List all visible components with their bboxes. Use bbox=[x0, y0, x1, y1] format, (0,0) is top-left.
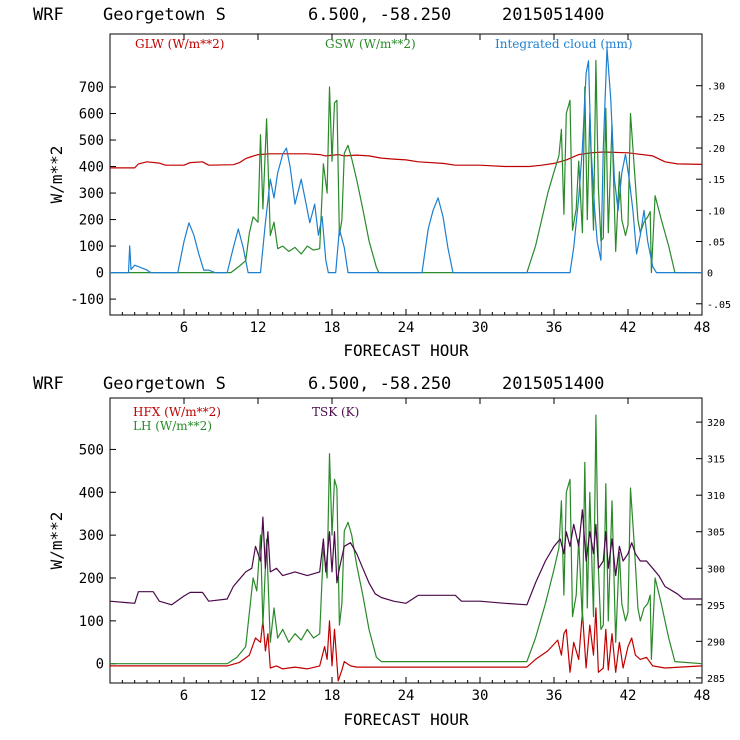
series-line-gsw bbox=[110, 59, 702, 274]
y2-tick-label: .20 bbox=[707, 144, 725, 155]
x-tick-label: 12 bbox=[250, 688, 267, 704]
y-axis-label: W/m**2 bbox=[47, 512, 66, 570]
legend-entry: LH (W/m**2) bbox=[133, 419, 212, 433]
y-axis-label: W/m**2 bbox=[47, 146, 66, 204]
y2-tick-label: 315 bbox=[707, 455, 725, 466]
header-coords: 6.500, -58.250 bbox=[308, 374, 451, 394]
legend-entry: TSK (K) bbox=[312, 405, 359, 419]
y-tick-label: 100 bbox=[79, 614, 104, 630]
y2-tick-label: .05 bbox=[707, 237, 725, 248]
x-tick-label: 12 bbox=[250, 320, 267, 336]
legend-entry: HFX (W/m**2) bbox=[133, 405, 221, 419]
y2-tick-label: .30 bbox=[707, 82, 725, 93]
y-tick-label: 300 bbox=[79, 186, 104, 202]
header-location: Georgetown S bbox=[103, 5, 226, 25]
x-tick-label: 30 bbox=[472, 688, 489, 704]
x-axis-label: FORECAST HOUR bbox=[343, 710, 469, 729]
x-tick-label: 42 bbox=[620, 320, 637, 336]
y-tick-label: 400 bbox=[79, 160, 104, 176]
y2-tick-label: 0 bbox=[707, 269, 713, 280]
x-tick-label: 48 bbox=[694, 688, 711, 704]
y-tick-label: 500 bbox=[79, 442, 104, 458]
x-tick-label: 6 bbox=[180, 688, 188, 704]
header-date: 2015051400 bbox=[502, 5, 604, 25]
y-tick-label: 200 bbox=[79, 213, 104, 229]
legend-entry: GLW (W/m**2) bbox=[135, 37, 224, 51]
header-location: Georgetown S bbox=[103, 374, 226, 394]
x-tick-label: 42 bbox=[620, 688, 637, 704]
x-tick-label: 24 bbox=[398, 688, 415, 704]
y-tick-label: 200 bbox=[79, 571, 104, 587]
x-tick-label: 18 bbox=[324, 688, 341, 704]
x-tick-label: 24 bbox=[398, 320, 415, 336]
header-model: WRF bbox=[33, 374, 64, 394]
y2-tick-label: 285 bbox=[707, 674, 725, 685]
x-tick-label: 48 bbox=[694, 320, 711, 336]
y-tick-label: 500 bbox=[79, 133, 104, 149]
y-tick-label: 400 bbox=[79, 485, 104, 501]
y2-tick-label: 305 bbox=[707, 528, 725, 539]
legend-entry: Integrated cloud (mm) bbox=[495, 37, 633, 51]
y2-tick-label: 320 bbox=[707, 418, 725, 429]
x-tick-label: 18 bbox=[324, 320, 341, 336]
y-tick-label: -100 bbox=[70, 292, 104, 308]
y-tick-label: 100 bbox=[79, 239, 104, 255]
x-tick-label: 36 bbox=[546, 320, 563, 336]
series-line-lh bbox=[110, 414, 703, 665]
y2-tick-label: 290 bbox=[707, 637, 725, 648]
y-tick-label: 0 bbox=[96, 266, 104, 282]
x-axis-label: FORECAST HOUR bbox=[343, 341, 469, 360]
y2-tick-label: 300 bbox=[707, 564, 725, 575]
y2-tick-label: .10 bbox=[707, 206, 725, 217]
y-tick-label: 700 bbox=[79, 80, 104, 96]
y2-tick-label: .15 bbox=[707, 175, 725, 186]
x-tick-label: 30 bbox=[472, 320, 489, 336]
y-tick-label: 600 bbox=[79, 107, 104, 123]
x-tick-label: 36 bbox=[546, 688, 563, 704]
legend-entry: GSW (W/m**2) bbox=[325, 37, 416, 51]
y2-tick-label: 310 bbox=[707, 491, 725, 502]
y2-tick-label: -.05 bbox=[707, 300, 731, 311]
header-coords: 6.500, -58.250 bbox=[308, 5, 451, 25]
y-tick-label: 0 bbox=[96, 657, 104, 673]
x-tick-label: 6 bbox=[180, 320, 188, 336]
series-line-tsk bbox=[109, 509, 702, 606]
series-line-hfx bbox=[110, 607, 703, 682]
series-line-integrated bbox=[110, 47, 702, 274]
chart-panel-2: WRF Georgetown S 6.500, -58.250 2015051400 6… bbox=[33, 374, 725, 729]
chart-panel-1: WRF Georgetown S 6.500, -58.250 2015051400 6… bbox=[33, 5, 731, 360]
series-line-glw bbox=[110, 151, 703, 169]
y2-tick-label: .25 bbox=[707, 113, 725, 124]
header-model: WRF bbox=[33, 5, 64, 25]
y-tick-label: 300 bbox=[79, 528, 104, 544]
y2-tick-label: 295 bbox=[707, 601, 725, 612]
header-date: 2015051400 bbox=[502, 374, 604, 394]
